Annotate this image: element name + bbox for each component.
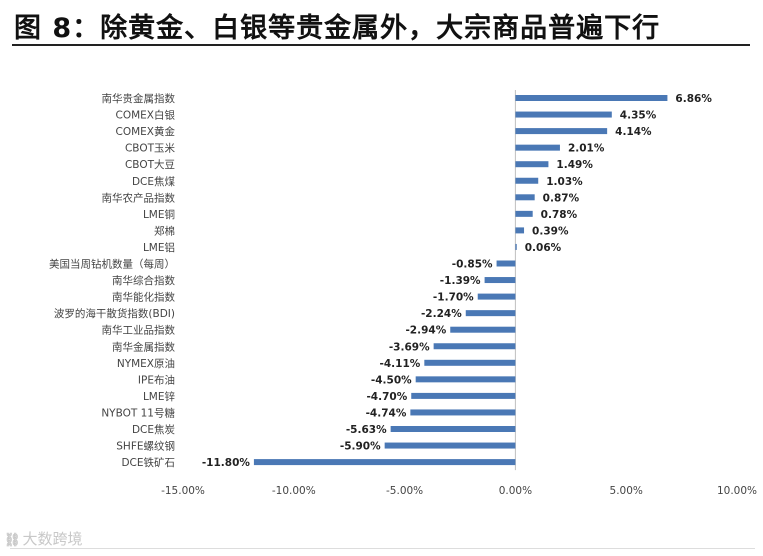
value-label: 4.14%	[615, 126, 652, 138]
x-tick-label: 10.00%	[717, 485, 757, 497]
bar	[465, 310, 516, 317]
bar	[515, 128, 608, 135]
category-label: LME铝	[143, 241, 175, 254]
value-label: -4.11%	[380, 358, 421, 370]
category-label: 南华能化指数	[112, 291, 175, 304]
value-label: -4.74%	[366, 407, 407, 419]
category-label: CBOT大豆	[125, 158, 175, 171]
value-label: -3.69%	[389, 341, 430, 353]
bar	[515, 161, 549, 168]
bar	[384, 442, 516, 449]
category-label: 南华金属指数	[112, 340, 175, 353]
value-label: -5.90%	[340, 441, 381, 453]
value-label: 4.35%	[620, 110, 657, 122]
category-label: DCE焦炭	[132, 423, 176, 436]
value-label: -1.70%	[433, 292, 474, 304]
chain-link-icon: ⛓	[4, 533, 21, 548]
value-label: 2.01%	[568, 143, 605, 155]
bar	[515, 177, 539, 184]
bar	[410, 409, 516, 416]
bar	[515, 194, 535, 201]
value-label: 0.87%	[543, 192, 580, 204]
category-label: DCE焦煤	[132, 175, 176, 188]
category-label: COMEX白银	[116, 109, 176, 122]
bar	[496, 260, 516, 267]
value-label: 1.49%	[556, 159, 593, 171]
bar	[433, 343, 516, 350]
x-tick-label: -10.00%	[272, 485, 316, 497]
bars	[253, 95, 668, 466]
x-tick-label: 0.00%	[499, 485, 532, 497]
category-label: 南华综合指数	[112, 274, 175, 287]
category-label: NYBOT 11号糖	[101, 406, 175, 419]
footer-divider	[10, 548, 755, 549]
chart-title: 图 8：除黄金、白银等贵金属外，大宗商品普遍下行	[14, 13, 661, 44]
x-tick-label: 5.00%	[610, 485, 643, 497]
category-labels: 南华贵金属指数 COMEX白银 COMEX黄金 CBOT玉米 CBOT大豆 DCE焦煤南华…	[49, 92, 175, 469]
bar-chart: 南华贵金属指数 COMEX白银 COMEX黄金 CBOT玉米 CBOT大豆 DCE焦煤南华…	[49, 90, 757, 497]
category-label: NYMEX原油	[117, 357, 175, 370]
value-label: -2.24%	[421, 308, 462, 320]
value-label: -11.80%	[202, 457, 251, 469]
bar	[515, 227, 525, 234]
value-label: 0.06%	[525, 242, 562, 254]
category-label: 波罗的海干散货指数(BDI)	[54, 307, 175, 320]
value-label: -4.70%	[366, 391, 407, 403]
category-label: SHFE螺纹钢	[116, 440, 175, 453]
category-label: LME锌	[143, 390, 176, 403]
bar	[477, 293, 516, 300]
category-label: 美国当周钻机数量（每周）	[49, 258, 175, 271]
value-label: 0.39%	[532, 225, 569, 237]
x-tick-label: -5.00%	[386, 485, 423, 497]
value-label: 1.03%	[546, 176, 583, 188]
watermark-text: 大数跨境	[22, 530, 83, 548]
x-tick-labels: -15.00% -10.00% -5.00% 0.00% 5.00% 10.00%	[161, 485, 757, 497]
bar	[515, 95, 668, 101]
category-label: COMEX黄金	[116, 125, 176, 138]
category-label: IPE布油	[138, 373, 175, 386]
title-divider	[12, 44, 750, 46]
value-label: 0.78%	[541, 209, 578, 221]
bar	[515, 144, 560, 151]
value-label: -5.63%	[346, 424, 387, 436]
category-label: 郑棉	[154, 224, 175, 237]
value-label: 6.86%	[675, 93, 712, 105]
bar	[415, 376, 516, 383]
category-label: DCE铁矿石	[121, 456, 175, 469]
value-label: -4.50%	[371, 374, 412, 386]
value-label: -1.39%	[440, 275, 481, 287]
x-tick-label: -15.00%	[161, 485, 205, 497]
bar	[424, 359, 516, 366]
bar	[515, 243, 517, 250]
category-label: LME铜	[143, 209, 175, 221]
value-label: -2.94%	[405, 325, 446, 337]
value-labels: 6.86% 4.35% 4.14% 2.01% 1.49% 1.03% 0.87% 0.78%…	[202, 93, 713, 469]
bar	[484, 277, 516, 284]
category-label: 南华贵金属指数	[102, 92, 176, 105]
watermark: ⛓ 大数跨境	[4, 528, 83, 549]
value-label: -0.85%	[452, 259, 493, 271]
bar	[253, 459, 516, 466]
bar	[390, 426, 516, 432]
bar	[411, 392, 516, 399]
category-label: CBOT玉米	[125, 142, 176, 155]
bar	[515, 210, 533, 217]
category-label: 南华工业品指数	[102, 324, 176, 337]
bar	[450, 326, 516, 333]
category-label: 南华农产品指数	[102, 191, 176, 204]
bar	[515, 111, 612, 118]
